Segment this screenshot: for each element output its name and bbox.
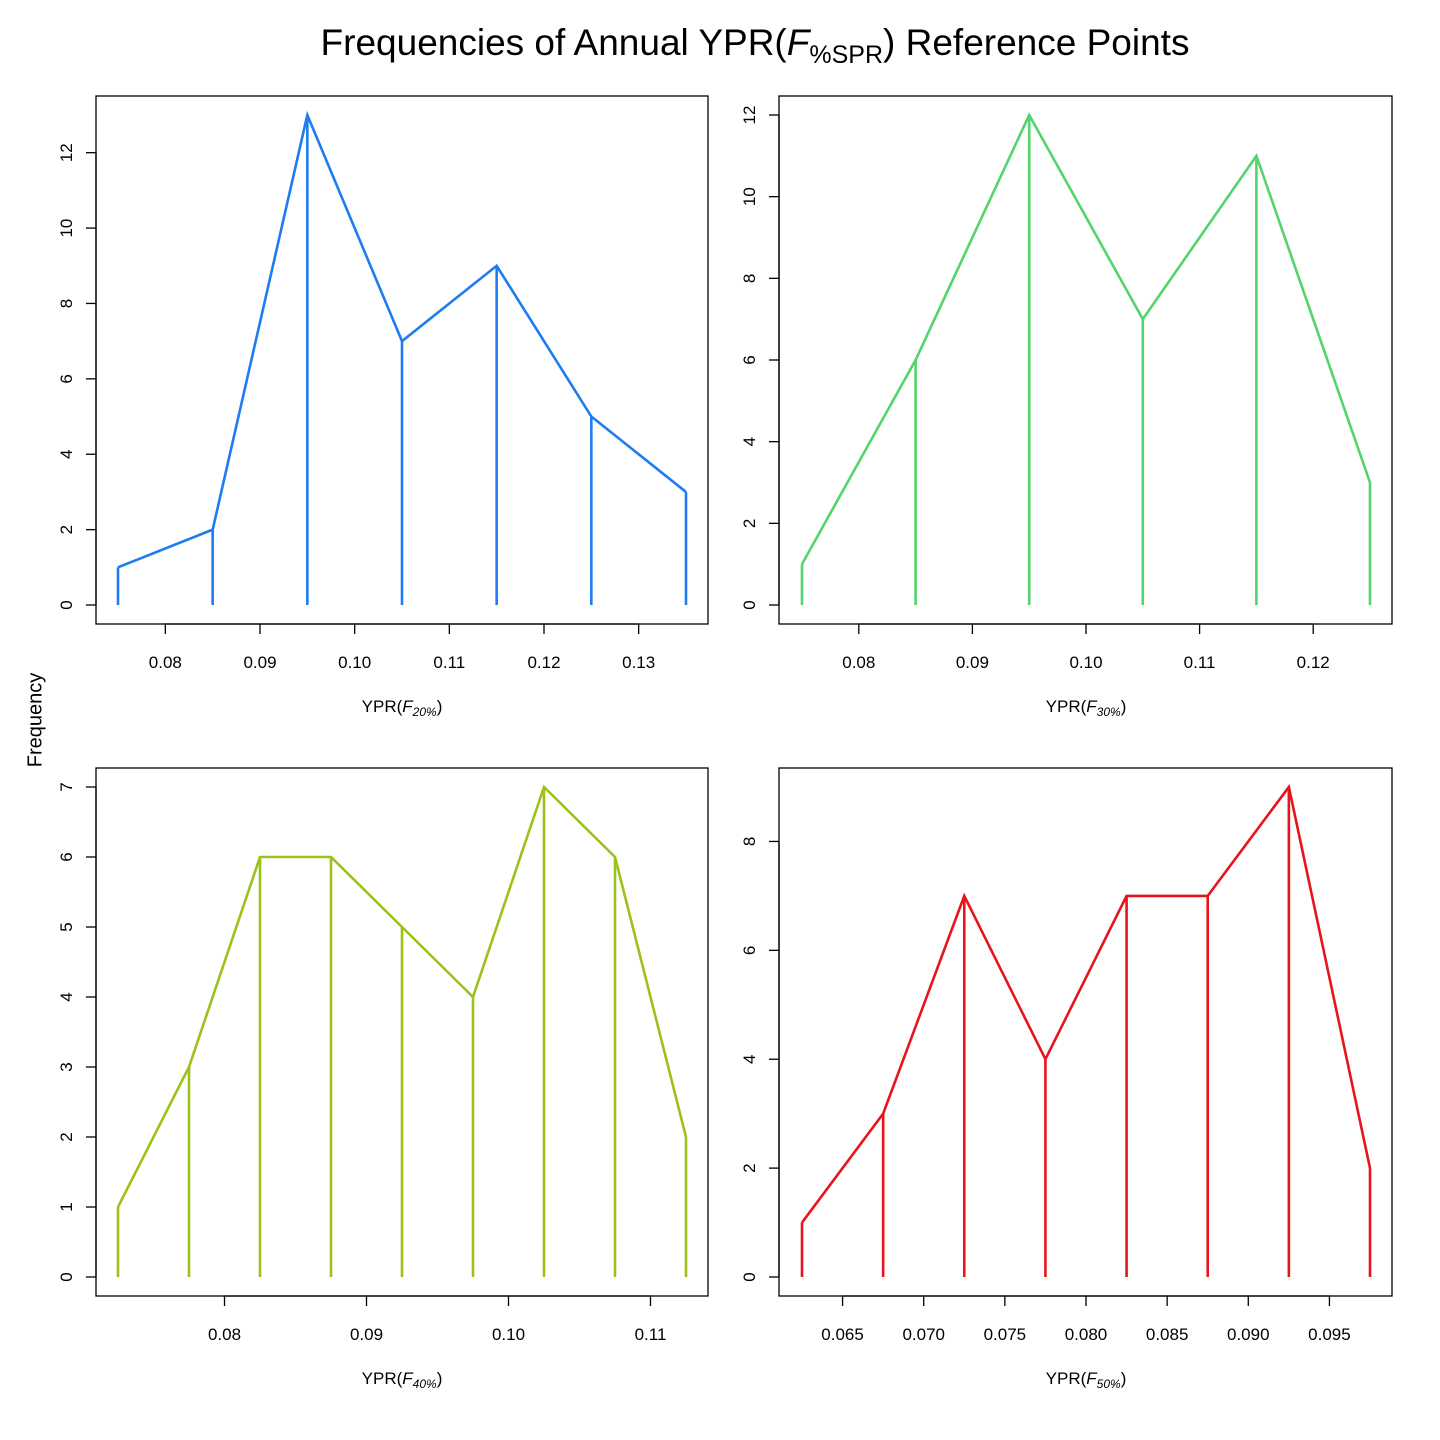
chart-panel-1: 0.08 0.09 0.10 0.11 0.12 0.13 0 2 4 6 8 10 12 YPR(F20… xyxy=(57,95,709,719)
y-tick-label: 6 xyxy=(57,852,76,861)
chart-panel-4: 0.065 0.070 0.075 0.080 0.085 0.090 0.095 0 2 4 6 8… xyxy=(740,767,1393,1391)
x-axis-label: YPR(F40%) xyxy=(362,1369,443,1391)
frequency-line xyxy=(116,784,688,1208)
frequency-line xyxy=(800,783,1372,1224)
plot-frame xyxy=(778,767,1393,1297)
x-tick-label: 0.070 xyxy=(902,1325,945,1344)
x-axis-label: YPR(F50%) xyxy=(1046,1369,1127,1391)
x-tick-label: 0.11 xyxy=(433,653,465,672)
x-tick-label: 0.075 xyxy=(984,1325,1027,1344)
y-tick-label: 1 xyxy=(57,1202,76,1211)
x-axis: 0.08 0.09 0.10 0.11 0.12 0.13 xyxy=(149,623,655,672)
title-prefix: Frequencies of Annual YPR( xyxy=(320,22,787,63)
x-tick-label: 0.10 xyxy=(1069,653,1102,672)
chart-panel-3: 0.08 0.09 0.10 0.11 0 1 2 3 4 5 6 7 YPR(F40%) xyxy=(57,767,709,1391)
chart-panel-2: 0.08 0.09 0.10 0.11 0.12 0 2 4 6 8 10 12 YPR(F30%) xyxy=(740,95,1393,719)
y-axis: 0 2 4 6 8 10 12 xyxy=(740,106,780,610)
x-tick-label: 0.090 xyxy=(1227,1325,1270,1344)
x-tick-label: 0.08 xyxy=(149,653,182,672)
y-axis: 0 1 2 3 4 5 6 7 xyxy=(57,782,97,1282)
y-tick-label: 8 xyxy=(57,299,76,308)
y-tick-label: 6 xyxy=(57,374,76,383)
x-tick-label: 0.10 xyxy=(338,653,371,672)
y-tick-label: 2 xyxy=(57,525,76,534)
y-tick-label: 5 xyxy=(57,922,76,931)
x-tick-label: 0.09 xyxy=(350,1325,383,1344)
x-axis: 0.065 0.070 0.075 0.080 0.085 0.090 0.095 xyxy=(821,1295,1351,1344)
y-tick-label: 10 xyxy=(740,187,759,206)
y-tick-label: 6 xyxy=(740,355,759,364)
x-axis-label: YPR(F30%) xyxy=(1046,697,1127,719)
x-tick-label: 0.11 xyxy=(1184,653,1216,672)
x-axis: 0.08 0.09 0.10 0.11 xyxy=(208,1295,667,1344)
frequency-line xyxy=(117,110,687,569)
y-tick-label: 6 xyxy=(740,946,759,955)
y-tick-label: 2 xyxy=(57,1132,76,1141)
title-italic: F xyxy=(786,22,810,63)
y-tick-label: 4 xyxy=(740,437,759,446)
x-tick-label: 0.12 xyxy=(527,653,560,672)
y-tick-label: 8 xyxy=(740,837,759,846)
y-tick-label: 4 xyxy=(740,1054,759,1063)
x-tick-label: 0.080 xyxy=(1065,1325,1108,1344)
x-tick-label: 0.09 xyxy=(243,653,276,672)
y-tick-label: 0 xyxy=(740,600,759,609)
y-tick-label: 3 xyxy=(57,1062,76,1071)
y-tick-label: 0 xyxy=(57,600,76,609)
title-suffix: ) Reference Points xyxy=(883,22,1190,63)
y-tick-label: 4 xyxy=(57,449,76,458)
x-axis: 0.08 0.09 0.10 0.11 0.12 xyxy=(842,623,1330,672)
x-tick-label: 0.085 xyxy=(1146,1325,1189,1344)
title-subscript: %SPR xyxy=(809,41,884,69)
plot-frame xyxy=(778,95,1393,625)
y-tick-label: 7 xyxy=(57,782,76,791)
y-axis: 0 2 4 6 8 xyxy=(740,837,780,1282)
x-tick-label: 0.09 xyxy=(956,653,989,672)
x-tick-label: 0.08 xyxy=(208,1325,241,1344)
x-tick-label: 0.08 xyxy=(842,653,875,672)
y-tick-label: 2 xyxy=(740,1163,759,1172)
x-tick-label: 0.095 xyxy=(1308,1325,1351,1344)
y-tick-label: 0 xyxy=(57,1272,76,1281)
x-axis-label: YPR(F20%) xyxy=(362,697,443,719)
y-tick-label: 0 xyxy=(740,1272,759,1281)
x-tick-label: 0.11 xyxy=(635,1325,667,1344)
y-axis: 0 2 4 6 8 10 12 xyxy=(57,143,97,610)
y-tick-label: 4 xyxy=(57,992,76,1001)
x-tick-label: 0.13 xyxy=(622,653,655,672)
frequency-line xyxy=(800,112,1372,565)
y-tick-label: 12 xyxy=(57,143,76,162)
y-tick-label: 2 xyxy=(740,519,759,528)
x-tick-label: 0.065 xyxy=(821,1325,864,1344)
y-tick-label: 8 xyxy=(740,274,759,283)
x-tick-label: 0.10 xyxy=(492,1325,525,1344)
x-tick-label: 0.12 xyxy=(1297,653,1330,672)
y-tick-label: 10 xyxy=(57,219,76,238)
chart-title: Frequencies of Annual YPR(F%SPR) Referen… xyxy=(0,22,1440,70)
y-tick-label: 12 xyxy=(740,106,759,125)
